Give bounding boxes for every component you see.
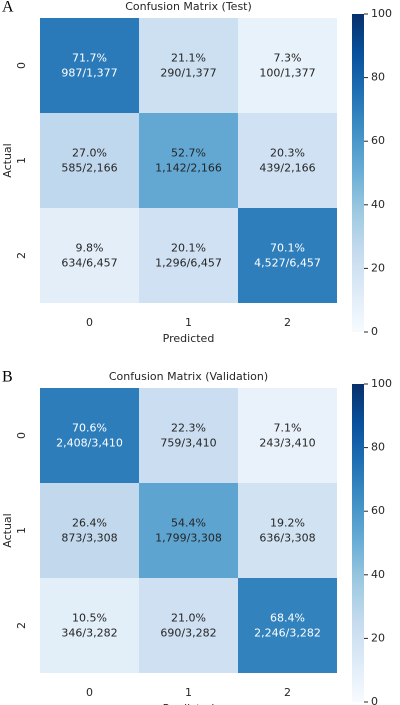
cell-percent: 27.0% <box>72 147 107 160</box>
heatmap-cell <box>238 208 337 303</box>
colorbar <box>352 384 364 702</box>
colorbar-tick-label: 20 <box>371 631 385 644</box>
heatmap-cell <box>139 578 238 673</box>
colorbar-tick-label: 0 <box>371 325 378 338</box>
cell-percent: 68.4% <box>270 612 305 625</box>
cell-percent: 21.0% <box>171 612 206 625</box>
y-axis-label: Actual <box>1 513 14 547</box>
cell-count: 585/2,166 <box>61 162 117 175</box>
cell-percent: 26.4% <box>72 517 107 530</box>
colorbar-tick-label: 0 <box>371 695 378 705</box>
heatmap-cell <box>139 18 238 113</box>
cell-count: 243/3,410 <box>259 437 315 450</box>
cell-percent: 20.1% <box>171 242 206 255</box>
colorbar-tick-label: 80 <box>371 71 385 84</box>
cell-percent: 7.3% <box>274 52 302 65</box>
cell-percent: 71.7% <box>72 52 107 65</box>
x-tick-label: 1 <box>185 316 192 329</box>
cell-percent: 22.3% <box>171 422 206 435</box>
heatmap-cell <box>40 113 139 208</box>
x-axis-label: Predicted <box>163 702 215 705</box>
colorbar-tick-label: 20 <box>371 261 385 274</box>
panel-label: A <box>2 0 14 16</box>
colorbar-tick-label: 80 <box>371 441 385 454</box>
heatmap-cell <box>238 388 337 483</box>
cell-percent: 7.1% <box>274 422 302 435</box>
cell-count: 100/1,377 <box>259 67 315 80</box>
colorbar-tick-label: 100 <box>371 377 392 390</box>
y-tick-label: 0 <box>15 62 28 69</box>
cell-percent: 54.4% <box>171 517 206 530</box>
x-axis-label: Predicted <box>163 332 215 345</box>
heatmap-cell <box>238 578 337 673</box>
heatmap-cell <box>40 18 139 113</box>
x-tick-label: 1 <box>185 686 192 699</box>
cell-count: 634/6,457 <box>61 257 117 270</box>
cell-count: 759/3,410 <box>160 437 216 450</box>
x-tick-label: 2 <box>284 316 291 329</box>
cell-count: 346/3,282 <box>61 627 117 640</box>
cell-percent: 10.5% <box>72 612 107 625</box>
cell-count: 290/1,377 <box>160 67 216 80</box>
colorbar <box>352 14 364 332</box>
y-tick-label: 0 <box>15 432 28 439</box>
heatmap-cell <box>40 483 139 578</box>
heatmap-cell <box>40 388 139 483</box>
cell-percent: 70.1% <box>270 242 305 255</box>
heatmap-cell <box>139 483 238 578</box>
cell-count: 636/3,308 <box>259 532 315 545</box>
cell-count: 690/3,282 <box>160 627 216 640</box>
cell-percent: 52.7% <box>171 147 206 160</box>
colorbar-tick-label: 40 <box>371 198 385 211</box>
cell-count: 873/3,308 <box>61 532 117 545</box>
colorbar-tick-label: 60 <box>371 504 385 517</box>
cell-percent: 19.2% <box>270 517 305 530</box>
heatmap-cell <box>238 483 337 578</box>
heatmap-cell <box>139 208 238 303</box>
cell-percent: 20.3% <box>270 147 305 160</box>
heatmap-cell <box>139 388 238 483</box>
chart-title: Confusion Matrix (Validation) <box>109 370 268 383</box>
cell-count: 439/2,166 <box>259 162 315 175</box>
colorbar-tick-label: 40 <box>371 568 385 581</box>
y-tick-label: 1 <box>15 157 28 164</box>
cell-count: 987/1,377 <box>61 67 117 80</box>
cell-count: 2,246/3,282 <box>254 627 321 640</box>
heatmap-cell <box>238 113 337 208</box>
cell-count: 4,527/6,457 <box>254 257 321 270</box>
cell-count: 1,296/6,457 <box>155 257 222 270</box>
y-axis-label: Actual <box>1 143 14 177</box>
heatmap-cell <box>40 208 139 303</box>
cell-count: 2,408/3,410 <box>56 437 123 450</box>
heatmap-cell <box>139 113 238 208</box>
panel-label: B <box>2 369 13 386</box>
cell-percent: 21.1% <box>171 52 206 65</box>
cell-percent: 9.8% <box>76 242 104 255</box>
cell-count: 1,799/3,308 <box>155 532 222 545</box>
colorbar-tick-label: 60 <box>371 134 385 147</box>
chart-title: Confusion Matrix (Test) <box>125 0 252 13</box>
heatmap-cell <box>238 18 337 113</box>
x-tick-label: 2 <box>284 686 291 699</box>
y-tick-label: 2 <box>15 622 28 629</box>
heatmap-cell <box>40 578 139 673</box>
x-tick-label: 0 <box>86 686 93 699</box>
x-tick-label: 0 <box>86 316 93 329</box>
y-tick-label: 2 <box>15 252 28 259</box>
colorbar-tick-label: 100 <box>371 7 392 20</box>
cell-percent: 70.6% <box>72 422 107 435</box>
cell-count: 1,142/2,166 <box>155 162 222 175</box>
y-tick-label: 1 <box>15 527 28 534</box>
